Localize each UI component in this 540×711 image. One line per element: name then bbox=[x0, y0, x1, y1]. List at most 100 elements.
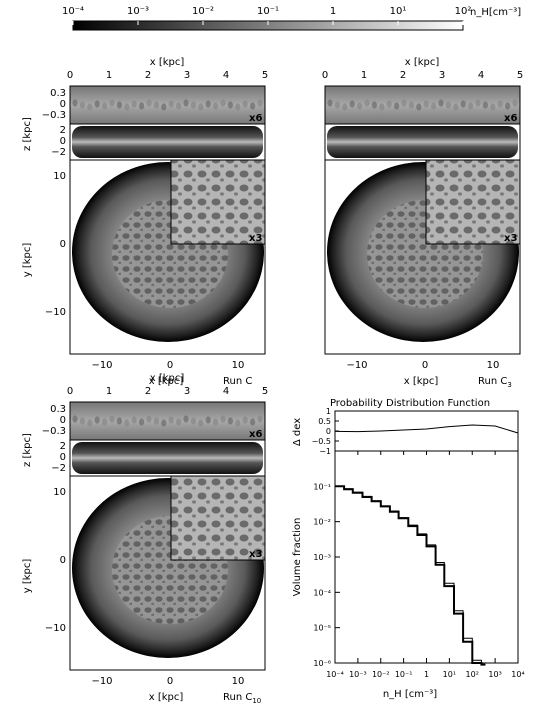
colorbar-tick-label: 10⁻³ bbox=[127, 6, 149, 17]
gas-clump bbox=[257, 99, 263, 107]
gas-clump bbox=[102, 102, 108, 110]
run-label: Run C bbox=[223, 376, 252, 387]
gas-clump bbox=[72, 415, 78, 423]
gas-clump bbox=[250, 102, 256, 110]
top-x-tick-label: 4 bbox=[223, 70, 229, 81]
top-x-tick-label: 3 bbox=[439, 70, 445, 81]
colorbar-tick-label: 10⁻⁴ bbox=[62, 6, 84, 17]
gas-clump bbox=[124, 419, 130, 427]
dex-y-tick-label: −0.5 bbox=[312, 437, 331, 446]
dex-y-tick-label: 0 bbox=[326, 427, 331, 436]
bottom-x-tick-label: 10 bbox=[232, 676, 245, 687]
x-tick-label: 10⁻³ bbox=[349, 670, 367, 679]
gas-clump bbox=[386, 100, 392, 108]
top-x-tick-label: 3 bbox=[184, 386, 190, 397]
gas-clump bbox=[512, 99, 518, 107]
gas-clump bbox=[445, 101, 451, 109]
bottom-x-tick-label: −10 bbox=[91, 360, 112, 371]
top-x-tick-label: 4 bbox=[223, 386, 229, 397]
edge-z-tick-label: −2 bbox=[51, 463, 66, 474]
top-x-tick-label: 0 bbox=[67, 386, 73, 397]
gas-clump bbox=[342, 103, 348, 111]
edge-zoom-factor: x6 bbox=[504, 113, 517, 124]
face-zoom-factor: x3 bbox=[249, 233, 262, 244]
face-zoom-factor: x3 bbox=[249, 549, 262, 560]
gas-clump bbox=[468, 102, 474, 110]
gas-clump bbox=[490, 103, 496, 111]
bottom-x-tick-label: 10 bbox=[232, 360, 245, 371]
gas-clump bbox=[220, 415, 226, 423]
gas-clump bbox=[497, 100, 503, 108]
gas-clump bbox=[176, 418, 182, 426]
face-zoom-factor: x3 bbox=[504, 233, 517, 244]
gas-clump bbox=[72, 99, 78, 107]
bottom-x-tick-label: 0 bbox=[167, 676, 173, 687]
simulation-panel: x [kpc] 0 1 2 3 4 5 x6 x3 −10 0 10 x [kpc] Run C3 bbox=[322, 57, 523, 389]
bottom-x-tick-label: 10 bbox=[487, 360, 500, 371]
gas-clump bbox=[505, 102, 511, 110]
edge-z-tick-label: 2 bbox=[60, 125, 66, 136]
dex-y-tick-label: −1 bbox=[319, 447, 331, 456]
top-x-tick-label: 5 bbox=[517, 70, 523, 81]
face-on-zoom-image bbox=[170, 475, 266, 561]
gas-clump bbox=[257, 415, 263, 423]
gas-clump bbox=[161, 419, 167, 427]
pdf-chart: Probability Distribution Function 10⁻⁴ 10… bbox=[292, 398, 525, 700]
gas-clump bbox=[124, 103, 130, 111]
top-x-tick-label: 3 bbox=[184, 70, 190, 81]
gas-clump bbox=[213, 418, 219, 426]
inset-z-tick-label: −0.3 bbox=[42, 110, 66, 121]
face-on-zoom-image bbox=[170, 159, 266, 245]
x-tick-label: 10⁻² bbox=[372, 670, 390, 679]
gas-clump bbox=[227, 417, 233, 425]
gas-clump bbox=[250, 418, 256, 426]
gas-clump bbox=[235, 103, 241, 111]
run-label: Run C10 bbox=[223, 692, 261, 705]
edge-z-tick-label: 2 bbox=[60, 441, 66, 452]
gas-clump bbox=[242, 100, 248, 108]
colorbar-tick-label: 10⁻² bbox=[192, 6, 214, 17]
top-x-axis-label: x [kpc] bbox=[150, 57, 185, 68]
inset-z-tick-label: 0.3 bbox=[50, 88, 66, 99]
y-axis-label: y [kpc] bbox=[22, 559, 33, 594]
chart-title: Probability Distribution Function bbox=[330, 398, 490, 409]
colorbar: 10⁻⁴ 10⁻³ 10⁻² 10⁻¹ 1 10¹ 10² n_H[cm⁻³] bbox=[62, 6, 521, 31]
gas-clump bbox=[242, 416, 248, 424]
fraction-panel-frame bbox=[334, 450, 519, 664]
gas-clump bbox=[423, 100, 429, 108]
bottom-x-axis-label: x [kpc] bbox=[149, 376, 184, 387]
x-tick-label: 10² bbox=[466, 670, 479, 679]
gas-clump bbox=[190, 101, 196, 109]
gas-clump bbox=[183, 415, 189, 423]
top-x-tick-label: 2 bbox=[145, 70, 151, 81]
top-x-tick-label: 1 bbox=[106, 70, 112, 81]
edge-on-disc-image bbox=[72, 442, 263, 474]
gas-clump bbox=[327, 99, 333, 107]
top-x-tick-label: 1 bbox=[106, 386, 112, 397]
gas-clump bbox=[213, 102, 219, 110]
inset-z-tick-label: 0.3 bbox=[50, 404, 66, 415]
top-x-tick-label: 4 bbox=[478, 70, 484, 81]
gas-clump bbox=[109, 415, 115, 423]
gas-clump bbox=[94, 416, 100, 424]
y-axis-label: y [kpc] bbox=[22, 243, 33, 278]
x-tick-label: 10³ bbox=[488, 670, 501, 679]
edge-z-tick-label: 0 bbox=[60, 452, 66, 463]
fraction-y-tick-label: 10⁻³ bbox=[313, 553, 331, 562]
colorbar-tick-label: 10² bbox=[455, 6, 472, 17]
run-label: Run C3 bbox=[478, 376, 512, 389]
gas-clump bbox=[153, 101, 159, 109]
gas-clump bbox=[460, 100, 466, 108]
gas-clump bbox=[394, 102, 400, 110]
top-x-tick-label: 0 bbox=[67, 70, 73, 81]
bottom-x-axis-label: x [kpc] bbox=[149, 692, 184, 703]
gas-clump bbox=[168, 416, 174, 424]
gas-clump bbox=[205, 100, 211, 108]
gas-clump bbox=[139, 418, 145, 426]
gas-clump bbox=[146, 415, 152, 423]
x-tick-label: 10¹ bbox=[443, 670, 456, 679]
colorbar-label: n_H[cm⁻³] bbox=[470, 7, 521, 18]
inset-z-tick-label: 0 bbox=[60, 415, 66, 426]
